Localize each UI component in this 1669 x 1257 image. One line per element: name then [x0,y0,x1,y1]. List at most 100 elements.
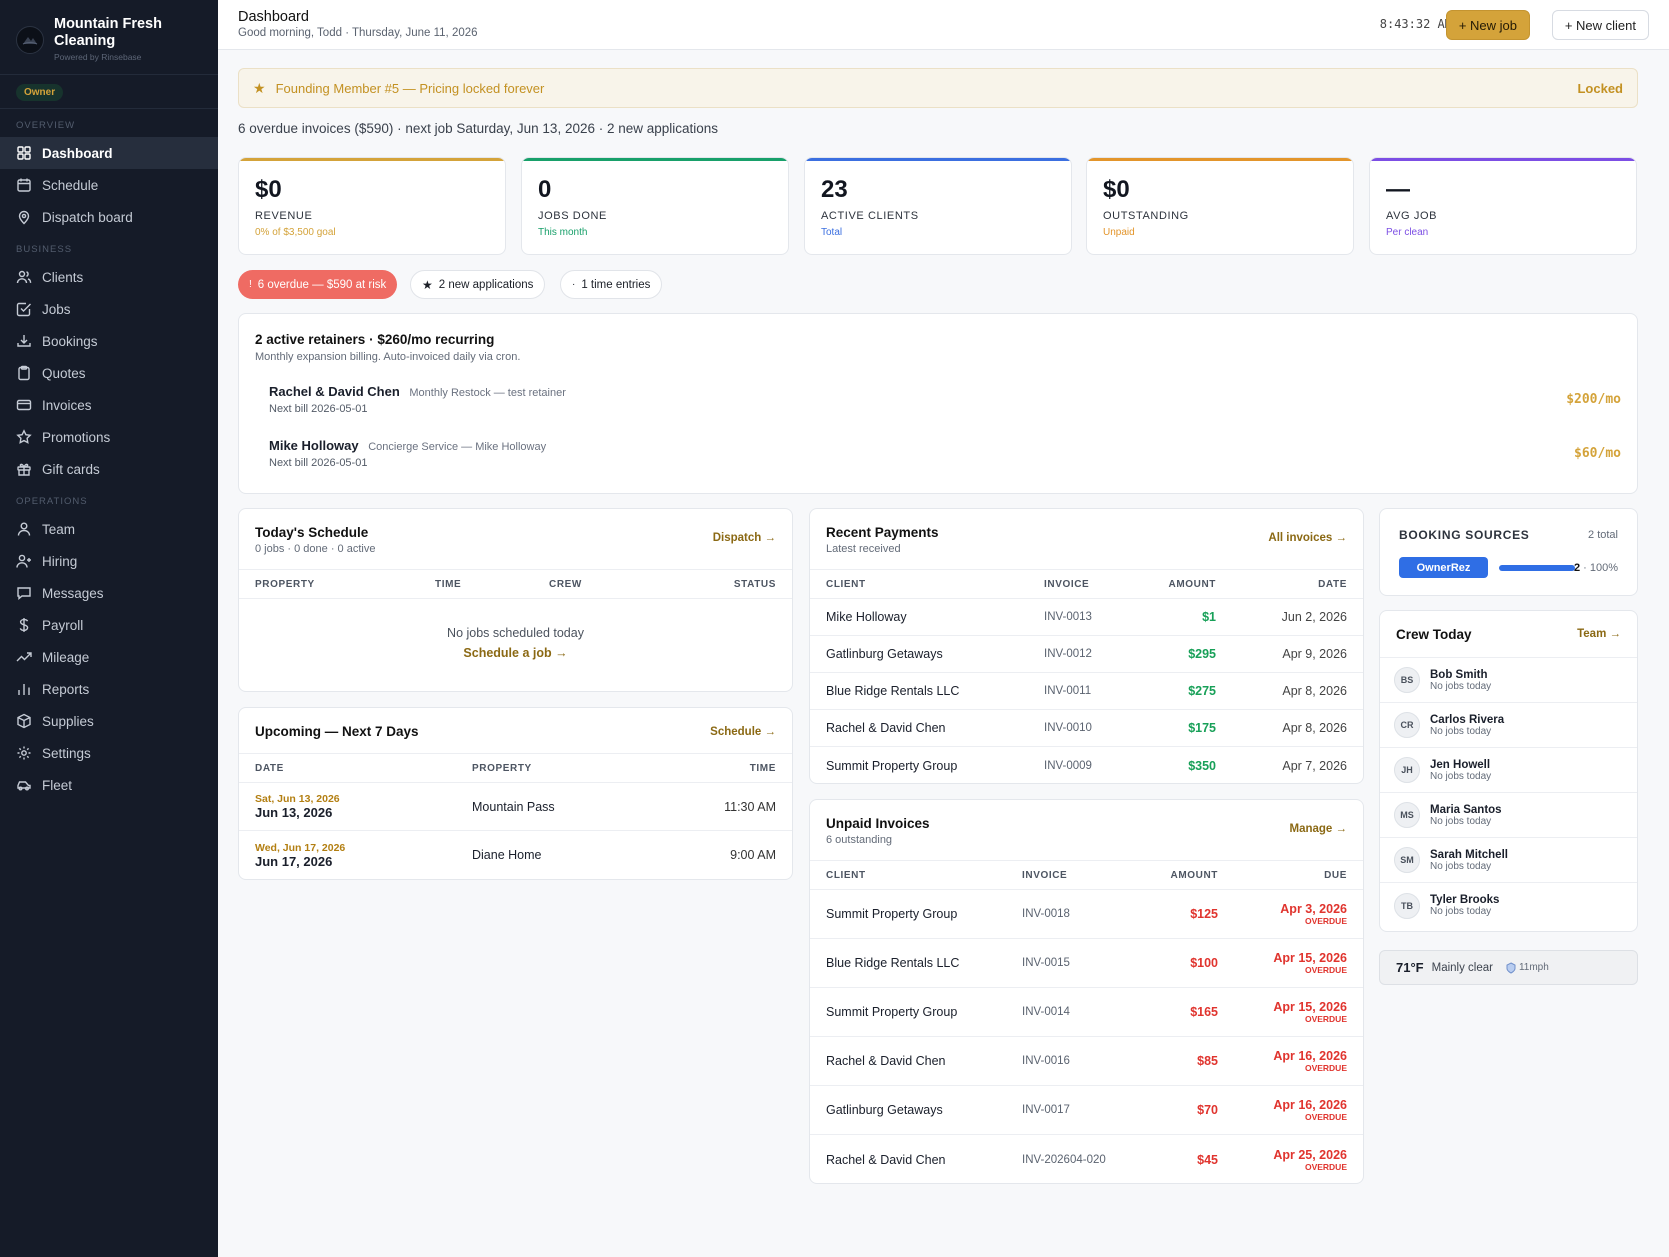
table-row[interactable]: Blue Ridge Rentals LLC INV-0011 $275 Apr… [810,673,1363,710]
crew-member[interactable]: SM Sarah Mitchell No jobs today [1380,838,1637,883]
row-invoice: INV-0012 [1044,648,1092,660]
col-status: STATUS [733,578,776,590]
chip-label: 6 overdue — $590 at risk [257,278,387,291]
table-row[interactable]: Gatlinburg Getaways INV-0017 $70 Apr 16,… [810,1086,1363,1135]
table-row[interactable]: Summit Property Group INV-0009 $350 Apr … [810,747,1363,783]
stat-card-active-clients[interactable]: 23 ACTIVE CLIENTS Total [804,157,1072,255]
sidebar-item-dispatch-board[interactable]: Dispatch board [0,201,218,233]
table-row[interactable]: Summit Property Group INV-0018 $125 Apr … [810,890,1363,939]
sidebar-item-clients[interactable]: Clients [0,261,218,293]
sidebar-item-jobs[interactable]: Jobs [0,293,218,325]
stat-card-jobs-done[interactable]: 0 JOBS DONE This month [521,157,789,255]
table-row[interactable]: Rachel & David Chen INV-202604-020 $45 A… [810,1135,1363,1183]
table-row[interactable]: Wed, Jun 17, 2026 Jun 17, 2026 Diane Hom… [239,831,792,879]
retainer-row[interactable]: Mike Holloway Concierge Service — Mike H… [269,438,546,469]
row-invoice: INV-0011 [1044,685,1092,697]
sidebar-item-invoices[interactable]: Invoices [0,389,218,421]
row-invoice: INV-0015 [1022,957,1070,969]
row-due: Apr 16, 2026 [1273,1098,1347,1112]
table-row[interactable]: Mike Holloway INV-0013 $1 Jun 2, 2026 [810,599,1363,636]
sidebar-item-mileage[interactable]: Mileage [0,641,218,673]
table-header: PROPERTY TIME CREW STATUS [239,569,792,599]
row-client: Mike Holloway [826,610,907,624]
row-date: Jun 2, 2026 [1281,610,1347,624]
crew-member[interactable]: TB Tyler Brooks No jobs today [1380,883,1637,928]
row-property: Mountain Pass [472,799,555,814]
crew-member[interactable]: BS Bob Smith No jobs today [1380,658,1637,703]
sidebar-item-dashboard[interactable]: Dashboard [0,137,218,169]
crew-today-card: Crew Today Team → BS Bob Smith No jobs to… [1379,610,1638,932]
sidebar-item-promotions[interactable]: Promotions [0,421,218,453]
row-date: Apr 8, 2026 [1282,684,1347,698]
new-job-button[interactable]: + New job [1445,10,1530,40]
crew-member[interactable]: MS Maria Santos No jobs today [1380,793,1637,838]
sidebar-item-fleet[interactable]: Fleet [0,769,218,801]
sidebar-item-schedule[interactable]: Schedule [0,169,218,201]
sidebar-item-team[interactable]: Team [0,513,218,545]
stat-value: — [1386,176,1410,203]
sidebar-item-messages[interactable]: Messages [0,577,218,609]
row-invoice: INV-0010 [1044,722,1092,734]
sidebar-item-label: Reports [42,681,90,697]
row-amount: $125 [1190,907,1218,921]
overdue-chip[interactable]: ! 6 overdue — $590 at risk [238,270,398,299]
nav-section-overview: OVERVIEW [16,120,76,131]
table-row[interactable]: Rachel & David Chen INV-0010 $175 Apr 8,… [810,710,1363,747]
team-link[interactable]: Team → [1577,628,1621,640]
sidebar-item-reports[interactable]: Reports [0,673,218,705]
card-subtitle: 0 jobs · 0 done · 0 active [255,543,376,555]
retainers-subtitle: Monthly expansion billing. Auto-invoiced… [255,351,521,363]
sidebar-item-hiring[interactable]: Hiring [0,545,218,577]
alert-icon: ! [249,279,252,290]
row-invoice: INV-0016 [1022,1055,1070,1067]
stat-card-avg-job[interactable]: — AVG JOB Per clean [1369,157,1637,255]
stat-label: JOBS DONE [538,210,607,222]
dispatch-link[interactable]: Dispatch → [712,532,776,544]
sidebar-item-settings[interactable]: Settings [0,737,218,769]
sidebar-item-bookings[interactable]: Bookings [0,325,218,357]
table-row[interactable]: Summit Property Group INV-0014 $165 Apr … [810,988,1363,1037]
stat-sub: Unpaid [1103,227,1135,238]
empty-message: No jobs scheduled today [447,626,584,640]
table-row[interactable]: Blue Ridge Rentals LLC INV-0015 $100 Apr… [810,939,1363,988]
sidebar-item-label: Mileage [42,649,90,665]
sidebar-item-label: Hiring [42,553,78,569]
crew-member[interactable]: CR Carlos Rivera No jobs today [1380,703,1637,748]
card-title: Unpaid Invoices [826,816,930,831]
avatar: CR [1394,712,1420,738]
table-row[interactable]: Sat, Jun 13, 2026 Jun 13, 2026 Mountain … [239,783,792,831]
table-row[interactable]: Rachel & David Chen INV-0016 $85 Apr 16,… [810,1037,1363,1086]
all-invoices-link[interactable]: All invoices → [1268,532,1347,544]
retainer-desc: Concierge Service — Mike Holloway [368,441,547,453]
schedule-link[interactable]: Schedule → [710,726,776,738]
weather-temp: 71°F [1396,960,1424,975]
sidebar-item-payroll[interactable]: Payroll [0,609,218,641]
grid-icon [17,146,31,160]
sidebar-item-quotes[interactable]: Quotes [0,357,218,389]
row-client: Rachel & David Chen [826,1054,946,1068]
avatar: JH [1394,757,1420,783]
chip-label: 1 time entries [581,278,651,291]
manage-link[interactable]: Manage → [1289,823,1347,835]
stat-sub: This month [538,227,588,238]
sidebar-item-supplies[interactable]: Supplies [0,705,218,737]
schedule-a-job-link[interactable]: Schedule a job → [463,646,568,660]
brand[interactable]: Mountain Fresh Cleaning Powered by Rinse… [0,0,218,75]
retainer-row[interactable]: Rachel & David Chen Monthly Restock — te… [269,384,566,415]
stat-card-outstanding[interactable]: $0 OUTSTANDING Unpaid [1086,157,1354,255]
source-badge[interactable]: OwnerRez [1399,557,1488,578]
row-client: Summit Property Group [826,907,958,921]
row-amount: $350 [1188,758,1216,773]
col-due: DUE [1324,869,1347,881]
table-row[interactable]: Gatlinburg Getaways INV-0012 $295 Apr 9,… [810,636,1363,673]
crew-member[interactable]: JH Jen Howell No jobs today [1380,748,1637,793]
stat-card-revenue[interactable]: $0 REVENUE 0% of $3,500 goal [238,157,506,255]
retainers-card: 2 active retainers · $260/mo recurring M… [238,313,1638,494]
crew-status: No jobs today [1430,906,1492,917]
new-client-button[interactable]: + New client [1551,10,1649,40]
applications-chip[interactable]: ★ 2 new applications [410,270,546,299]
sidebar-item-gift-cards[interactable]: Gift cards [0,453,218,485]
gift-icon [17,463,31,476]
time-entries-chip[interactable]: · 1 time entries [560,270,663,299]
source-count: 2 [1573,562,1581,574]
